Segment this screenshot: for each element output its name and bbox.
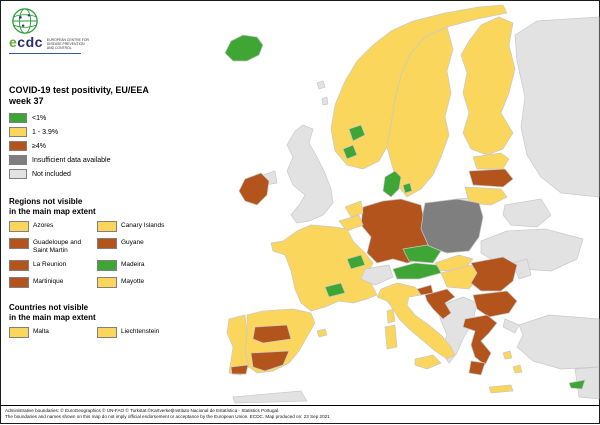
country-spain-region [252,324,292,344]
country-moldova [512,258,532,280]
legend-item: <1% [9,113,110,123]
region-item-la-reunion: La Reunion [9,260,95,271]
country-latvia [468,168,514,188]
country-france [270,224,378,312]
country-corsica [386,308,396,324]
country-balearic-islands [316,328,328,338]
legend-item: ≥4% [9,141,110,151]
country-finland [460,16,516,156]
legend-swatch-yellow [9,127,27,137]
country-item-malta: Malta [9,327,95,338]
ecdc-globe-icon [12,8,38,34]
country-cyprus [568,379,586,390]
country-united-kingdom [286,124,334,224]
legend-swatch-not-included [9,169,27,179]
ecdc-caption: EUROPEAN CENTRE FOR DISEASE PREVENTION A… [46,38,89,51]
ecdc-logo-rule [9,52,81,54]
region-item-martinique: Martinique [9,277,95,288]
country-turkey [516,314,600,370]
legend-item: Not included [9,169,110,179]
country-crete [488,384,514,394]
country-russia [514,16,600,198]
country-denmark-island [402,182,413,194]
region-swatch [9,238,29,249]
country-belgium [338,214,364,232]
country-france-region [324,282,346,298]
region-swatch [9,221,29,232]
map-title-line1: COVID-19 test positivity, EU/EEA [9,85,149,95]
region-swatch [97,277,117,288]
country-netherlands [344,200,364,218]
legend-label: 1 - 3.9% [32,128,59,136]
ecdc-wordmark: ecdc [9,34,43,50]
legend-item: 1 - 3.9% [9,127,110,137]
country-italy [376,282,456,360]
country-estonia [472,152,510,170]
legend-label: Insufficient data available [32,156,111,164]
legend-item: Insufficient data available [9,155,110,165]
country-turkey-thrace [502,318,520,334]
country-greece-peloponnese [468,360,486,376]
country-norway-region [348,124,366,142]
country-bulgaria [472,290,518,318]
region-swatch [97,221,117,232]
legend-label: Not included [32,170,71,178]
region-swatch [9,277,29,288]
country-sweden [386,26,454,198]
map-title: COVID-19 test positivity, EU/EEA week 37 [9,85,149,107]
country-poland [420,198,484,254]
region-swatch [9,260,29,271]
footer: Administrative boundaries: © EuroGeograp… [1,405,599,423]
footer-line2: The boundaries and names shown on this m… [5,414,330,419]
region-item-mayotte: Mayotte [97,277,197,288]
country-greek-island [502,350,513,360]
legend-label: ≥4% [32,142,46,150]
legend-swatch-brown [9,141,27,151]
country-spain-region [250,350,290,372]
country-item-liechtenstein: Liechtenstein [97,327,197,338]
map-title-line2: week 37 [9,96,44,106]
legend-swatch-green [9,113,27,123]
region-item-madeira: Madeira [97,260,197,271]
legend-label: <1% [32,114,47,122]
country-iceland [224,34,264,62]
region-item-guadeloupe: Guadeloupe and Saint Martin [9,238,95,254]
country-greece [462,314,498,366]
region-swatch [97,238,117,249]
country-swatch [9,327,29,338]
country-france-region [346,254,366,270]
country-sardinia [384,324,398,350]
footer-line1: Administrative boundaries: © EuroGeograp… [5,408,280,413]
country-faroe-islands [316,80,326,90]
country-portugal-region [230,364,249,375]
countries-grid: Malta Liechtenstein [9,327,199,338]
country-austria [392,262,442,280]
region-swatch [97,260,117,271]
country-morocco [232,390,308,404]
country-swatch [97,327,117,338]
country-croatia [424,288,456,320]
country-switzerland [360,264,394,286]
legend-swatch-insufficient [9,155,27,165]
regions-section-header: Regions not visible in the main map exte… [9,197,96,216]
country-greek-island [512,364,523,374]
country-sicily [414,354,442,370]
region-item-azores: Azores [9,221,95,232]
country-romania [470,256,518,292]
ecdc-logo: ecdc EUROPEAN CENTRE FOR DISEASE PREVENT… [9,7,104,54]
country-denmark [382,170,402,198]
legend: <1% 1 - 3.9% ≥4% Insufficient data avail… [9,113,110,183]
country-norway-region [342,144,358,160]
regions-grid: Azores Canary Islands Guadeloupe and Sai… [9,221,199,288]
region-item-canary-islands: Canary Islands [97,221,197,232]
country-belarus [502,198,552,228]
country-shetland-islands [321,96,329,106]
country-ireland [238,172,270,206]
countries-section-header: Countries not visible in the main map ex… [9,303,96,322]
region-item-guyane: Guyane [97,238,197,254]
country-czechia [402,244,442,264]
